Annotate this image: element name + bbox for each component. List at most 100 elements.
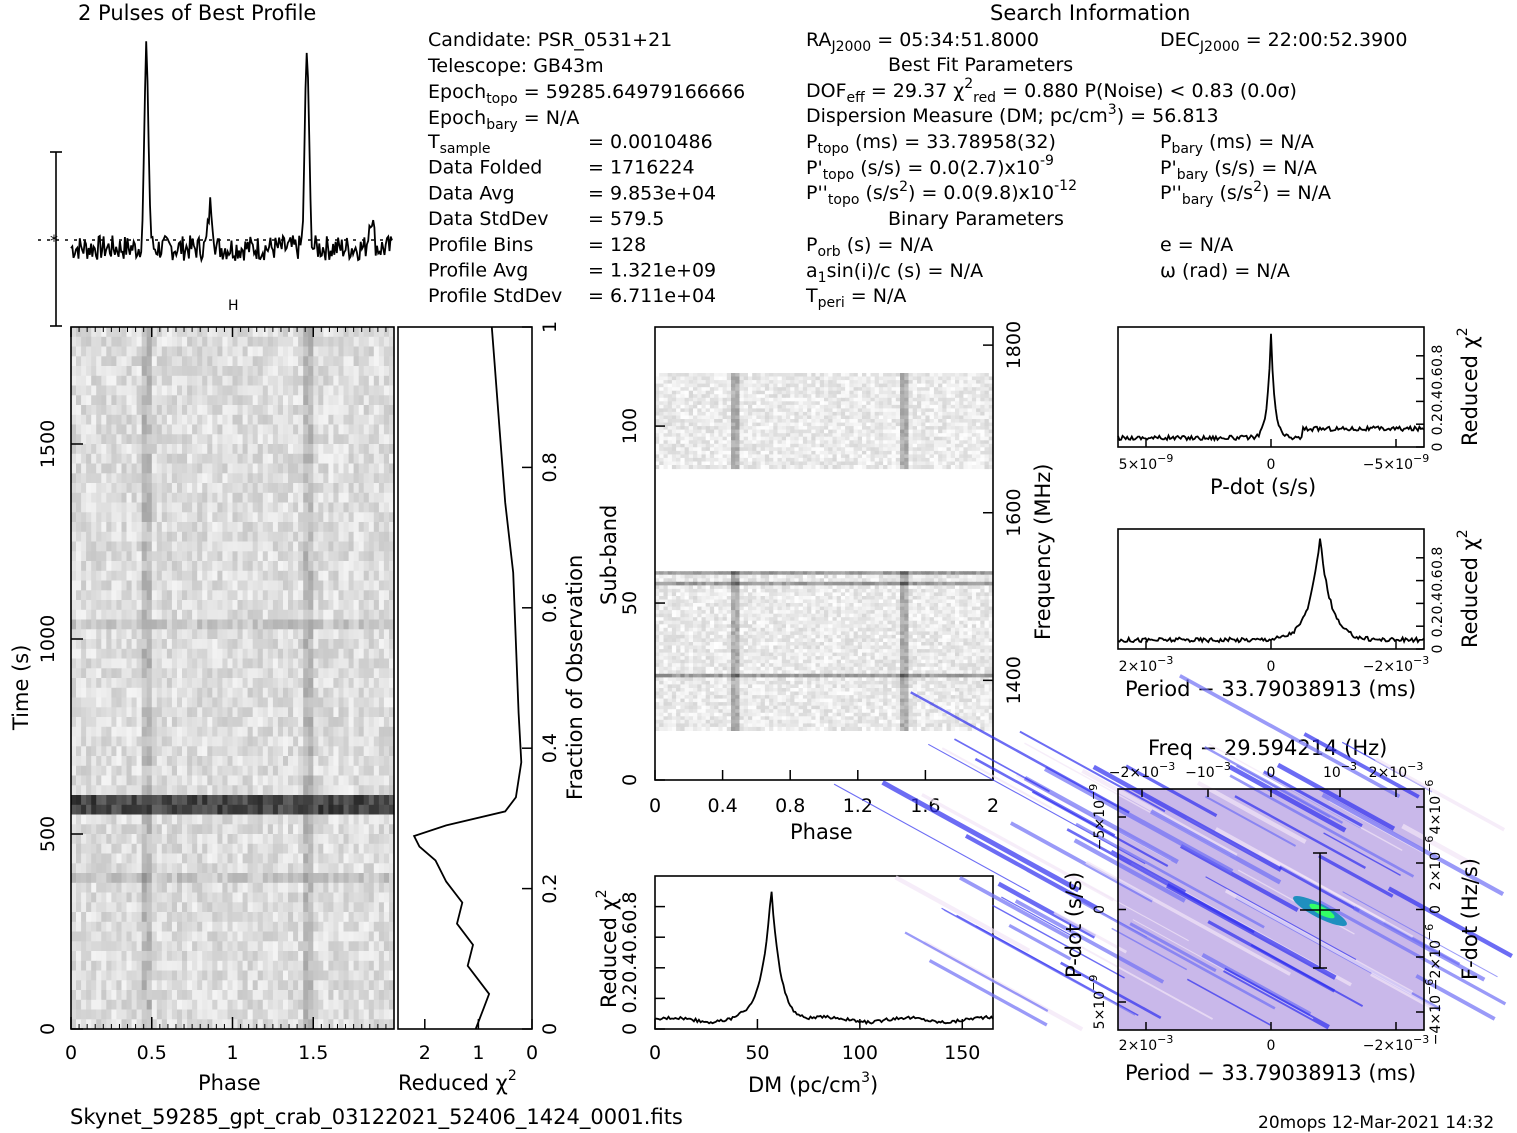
subband-cell — [912, 376, 918, 381]
time-phase-cell — [338, 717, 345, 728]
time-phase-cell — [197, 395, 203, 406]
time-phase-cell — [298, 804, 304, 816]
subband-cell — [971, 376, 977, 381]
time-phase-cell — [303, 570, 309, 582]
time-phase-cell — [207, 863, 213, 874]
time-phase-cell — [348, 561, 355, 572]
time-phase-cell — [101, 756, 107, 767]
time-phase-cell — [237, 687, 244, 699]
time-phase-cell — [177, 561, 183, 572]
time-phase-cell — [383, 424, 390, 435]
time-phase-cell — [318, 697, 324, 708]
time-phase-cell — [358, 834, 365, 845]
time-phase-cell — [136, 658, 143, 669]
time-phase-cell — [262, 970, 269, 981]
time-phase-cell — [136, 804, 143, 816]
time-phase-cell — [283, 941, 289, 952]
time-phase-cell — [187, 668, 193, 679]
time-phase-cell — [76, 609, 82, 621]
time-phase-cell — [121, 434, 128, 445]
time-phase-cell — [343, 648, 350, 660]
time-phase-cell — [192, 999, 198, 1011]
time-phase-cell — [182, 541, 188, 552]
time-phase-cell — [328, 795, 334, 806]
time-phase-cell — [197, 414, 203, 426]
time-phase-cell — [348, 424, 355, 435]
time-phase-cell — [76, 551, 82, 562]
profile-title: 2 Pulses of Best Profile — [78, 1, 316, 25]
time-phase-cell — [171, 375, 178, 387]
time-phase-cell — [338, 336, 345, 348]
time-phase-cell — [136, 327, 143, 338]
time-phase-cell — [277, 346, 284, 357]
time-phase-cell — [126, 765, 133, 777]
time-phase-cell — [136, 336, 143, 348]
time-phase-cell — [116, 424, 122, 435]
time-phase-cell — [363, 512, 370, 523]
time-phase-cell — [202, 843, 208, 855]
subband-cell — [824, 380, 829, 385]
time-phase-cell — [272, 405, 279, 416]
time-phase-cell — [86, 951, 92, 962]
time-phase-cell — [252, 434, 259, 445]
subband-cell — [671, 380, 677, 385]
time-phase-cell — [217, 375, 223, 387]
time-phase-cell — [227, 717, 234, 728]
time-phase-cell — [348, 902, 355, 913]
time-phase-cell — [267, 921, 274, 933]
time-phase-cell — [156, 424, 163, 435]
time-phase-cell — [363, 531, 370, 543]
time-phase-cell — [171, 561, 178, 572]
time-phase-cell — [197, 512, 203, 523]
time-phase-cell — [232, 697, 239, 708]
time-phase-cell — [222, 921, 228, 933]
time-phase-cell — [323, 951, 329, 962]
time-phase-cell — [348, 629, 355, 640]
time-phase-cell — [161, 366, 168, 377]
time-phase-cell — [303, 804, 309, 816]
time-phase-cell — [242, 590, 249, 601]
time-phase-cell — [288, 853, 294, 864]
time-phase-cell — [207, 356, 213, 367]
time-phase-cell — [373, 882, 380, 894]
time-phase-cell — [166, 424, 173, 435]
subband-cell — [726, 376, 732, 381]
time-phase-cell — [217, 687, 223, 699]
time-phase-cell — [328, 366, 334, 377]
time-phase-cell — [358, 941, 365, 952]
time-phase-cell — [247, 707, 254, 718]
time-phase-cell — [318, 385, 324, 396]
time-phase-cell — [81, 551, 87, 562]
time-phase-cell — [389, 726, 395, 738]
time-phase-cell — [262, 327, 269, 338]
time-phase-cell — [257, 327, 264, 338]
time-phase-cell — [96, 756, 102, 767]
time-phase-cell — [106, 873, 112, 884]
time-phase-cell — [197, 346, 203, 357]
time-phase-cell — [318, 590, 324, 601]
time-phase-cell — [156, 999, 163, 1011]
time-phase-cell — [353, 424, 360, 435]
time-phase-cell — [151, 522, 158, 533]
time-phase-cell — [182, 746, 188, 757]
time-phase-cell — [126, 785, 133, 796]
time-phase-cell — [383, 444, 390, 455]
time-phase-cell — [343, 1019, 350, 1030]
time-phase-cell — [383, 570, 390, 582]
subband-cell — [976, 376, 981, 381]
time-phase-cell — [262, 424, 269, 435]
time-phase-cell — [192, 736, 198, 747]
time-phase-cell — [91, 960, 97, 972]
time-phase-cell — [232, 736, 239, 747]
time-phase-cell — [288, 834, 294, 845]
time-phase-cell — [177, 873, 183, 884]
time-phase-cell — [318, 434, 324, 445]
time-phase-cell — [217, 629, 223, 640]
time-phase-cell — [71, 960, 77, 972]
time-phase-cell — [333, 561, 339, 572]
time-phase-cell — [86, 414, 92, 426]
time-phase-cell — [313, 453, 319, 465]
time-phase-cell — [207, 834, 213, 845]
time-phase-cell — [373, 551, 380, 562]
subband-cell — [735, 380, 741, 385]
